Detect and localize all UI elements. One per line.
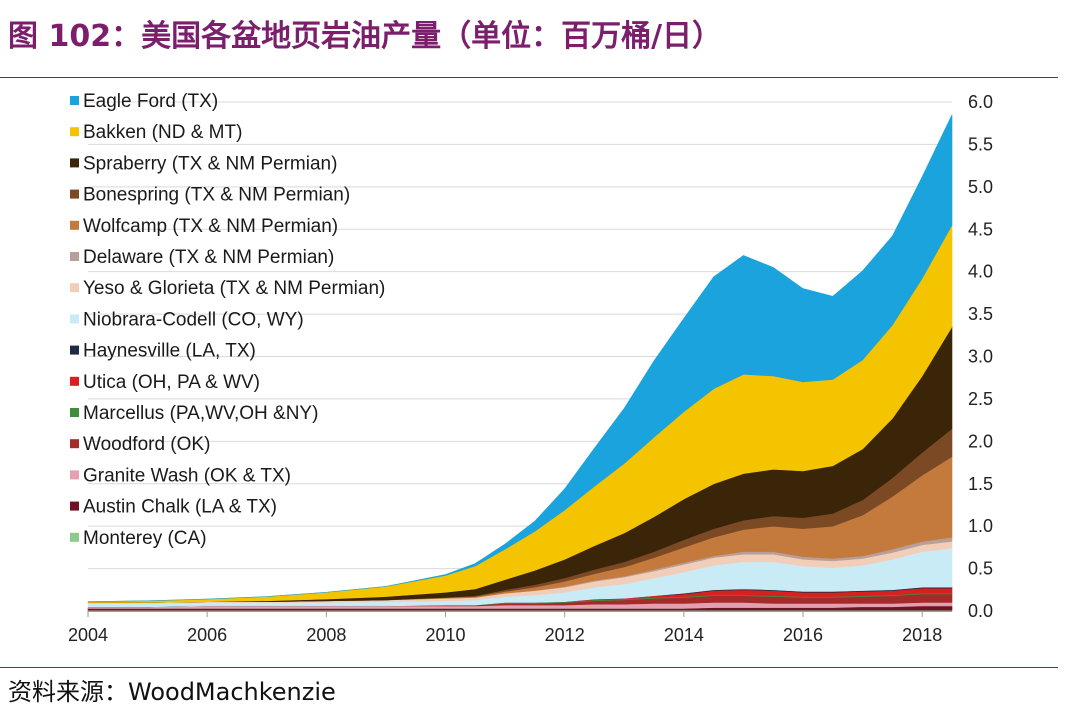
x-tick-label-2014: 2014 xyxy=(664,625,704,645)
y-tick-label-8: 4.0 xyxy=(968,262,993,282)
legend-swatch-11 xyxy=(70,439,79,449)
y-tick-label-6: 3.0 xyxy=(968,347,993,367)
legend-swatch-0 xyxy=(70,96,79,105)
y-tick-label-11: 5.5 xyxy=(968,134,993,154)
legend-label-0: Eagle Ford (TX) xyxy=(83,91,218,112)
legend: Eagle Ford (TX) Bakken (ND & MT) Spraberry… xyxy=(70,91,385,549)
legend-swatch-13 xyxy=(70,501,79,511)
y-tick-label-3: 1.5 xyxy=(968,474,993,494)
y-tick-label-12: 6.0 xyxy=(968,92,993,112)
x-tick-label-2006: 2006 xyxy=(187,625,227,645)
legend-label-14: Monterey (CA) xyxy=(83,528,207,549)
legend-label-3: Bonespring (TX & NM Permian) xyxy=(83,185,350,206)
legend-swatch-3 xyxy=(70,189,79,199)
legend-swatch-6 xyxy=(70,283,79,293)
y-tick-label-9: 4.5 xyxy=(968,219,993,239)
legend-label-1: Bakken (ND & MT) xyxy=(83,122,242,143)
legend-swatch-12 xyxy=(70,470,79,480)
legend-label-8: Haynesville (LA, TX) xyxy=(83,341,256,362)
x-tick-label-2008: 2008 xyxy=(306,625,346,645)
legend-label-9: Utica (OH, PA & WV) xyxy=(83,372,260,393)
legend-swatch-8 xyxy=(70,345,79,355)
y-tick-label-10: 5.0 xyxy=(968,177,993,197)
grid-lines xyxy=(88,101,952,612)
x-tick-label-2018: 2018 xyxy=(902,625,942,645)
chart-title: 图 102：美国各盆地页岩油产量（单位：百万桶/日） xyxy=(8,19,723,54)
legend-swatch-5 xyxy=(70,252,79,261)
footer-rule xyxy=(0,667,1058,668)
legend-swatch-7 xyxy=(70,314,79,324)
legend-swatch-2 xyxy=(70,158,79,168)
legend-swatch-9 xyxy=(70,376,79,386)
legend-swatch-14 xyxy=(70,532,79,542)
y-tick-label-0: 0.0 xyxy=(968,601,993,621)
legend-label-6: Yeso & Glorieta (TX & NM Permian) xyxy=(83,278,385,299)
x-tick-label-2010: 2010 xyxy=(425,625,465,645)
x-tick-label-2012: 2012 xyxy=(545,625,585,645)
y-axis: 0.0 0.5 1.0 1.5 2.0 2.5 3.0 3.5 4.0 4.5 5.0 5.5 6.0 xyxy=(968,92,993,621)
y-tick-label-4: 2.0 xyxy=(968,431,993,451)
y-tick-label-2: 1.0 xyxy=(968,516,993,536)
legend-swatch-1 xyxy=(70,127,79,137)
y-tick-label-7: 3.5 xyxy=(968,304,993,324)
legend-swatch-4 xyxy=(70,220,79,230)
y-tick-label-5: 2.5 xyxy=(968,389,993,409)
y-tick-label-1: 0.5 xyxy=(968,559,993,579)
legend-label-5: Delaware (TX & NM Permian) xyxy=(83,247,334,268)
legend-label-7: Niobrara-Codell (CO, WY) xyxy=(83,309,304,330)
legend-label-10: Marcellus (PA,WV,OH &NY) xyxy=(83,403,318,424)
area-14 xyxy=(87,114,953,602)
legend-label-4: Wolfcamp (TX & NM Permian) xyxy=(83,216,338,237)
stacked-area-chart: 2004 2006 2008 2010 2012 2014 2016 2018 0.0 0.5 1… xyxy=(68,91,993,645)
legend-label-13: Austin Chalk (LA & TX) xyxy=(83,497,277,518)
title-underline xyxy=(0,77,1058,78)
x-tick-label-2004: 2004 xyxy=(68,625,108,645)
legend-label-11: Woodford (OK) xyxy=(83,434,210,455)
x-tick-label-2016: 2016 xyxy=(783,625,823,645)
legend-label-12: Granite Wash (OK & TX) xyxy=(83,465,291,486)
area-series xyxy=(87,114,953,612)
x-axis: 2004 2006 2008 2010 2012 2014 2016 2018 xyxy=(68,611,952,645)
source-note: 资料来源：WoodMachkenzie xyxy=(8,678,336,706)
legend-label-2: Spraberry (TX & NM Permian) xyxy=(83,153,337,174)
legend-swatch-10 xyxy=(70,408,79,417)
